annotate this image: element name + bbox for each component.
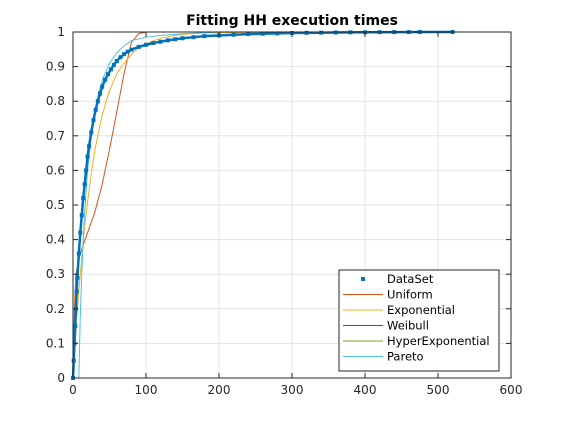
data-point	[144, 42, 148, 47]
data-point	[100, 84, 105, 89]
legend-label-exponential: Exponential	[387, 303, 455, 317]
legend-label-dataset: DataSet	[387, 272, 434, 286]
y-tick-label: 0	[57, 371, 65, 385]
legend-label-pareto: Pareto	[387, 350, 424, 364]
data-point	[231, 32, 236, 37]
data-point	[81, 196, 86, 201]
legend-marker-dataset	[361, 277, 365, 281]
data-point	[98, 91, 103, 96]
legend-label-weibull: Weibull	[387, 319, 429, 333]
data-point	[93, 107, 98, 112]
data-point	[114, 59, 119, 64]
legend-box	[338, 269, 500, 372]
data-point	[304, 30, 309, 35]
x-tick-label: 400	[354, 383, 377, 397]
y-tick-label: 1	[57, 25, 65, 39]
y-tick-label: 0.7	[46, 129, 65, 143]
data-point	[111, 62, 116, 67]
y-tick-label: 0.8	[46, 94, 65, 108]
data-point	[108, 67, 113, 72]
data-point	[158, 39, 163, 44]
data-point	[246, 32, 251, 37]
data-point	[122, 52, 127, 57]
data-point	[74, 289, 79, 294]
data-point	[75, 275, 80, 280]
legend-label-uniform: Uniform	[387, 288, 433, 302]
y-tick-label: 0.4	[46, 233, 65, 247]
x-tick-label: 100	[135, 383, 158, 397]
x-tick-label: 300	[281, 383, 304, 397]
x-tick-label: 600	[500, 383, 523, 397]
data-point	[71, 358, 76, 363]
data-point	[191, 35, 196, 40]
data-point	[73, 324, 78, 329]
data-point	[136, 44, 141, 49]
data-point	[275, 31, 280, 36]
data-point	[125, 49, 130, 54]
data-point	[79, 213, 84, 218]
chart-title: Fitting HH execution times	[186, 13, 398, 29]
data-point	[118, 55, 123, 60]
data-point	[333, 30, 338, 35]
y-tick-label: 0.9	[46, 60, 65, 74]
y-tick-label: 0.2	[46, 302, 65, 316]
data-point	[319, 30, 324, 35]
data-point	[129, 47, 134, 52]
ticks: 0 100 200 300 400 500 600 0 0.1 0.2 0.3 0.4 0.5 0.6 0.…	[46, 25, 523, 397]
data-point	[85, 154, 90, 159]
x-tick-label: 200	[208, 383, 231, 397]
data-point	[89, 130, 94, 135]
data-point	[202, 34, 207, 39]
data-point	[106, 72, 111, 77]
data-point	[260, 31, 265, 36]
data-point	[180, 36, 185, 41]
data-point	[78, 230, 83, 235]
x-tick-label: 0	[69, 383, 77, 397]
y-tick-label: 0.1	[46, 336, 65, 350]
legend-label-hyperexponential: HyperExponential	[387, 334, 490, 348]
data-point	[91, 118, 96, 123]
y-tick-label: 0.5	[46, 198, 65, 212]
data-point	[173, 37, 178, 42]
data-point	[165, 38, 170, 43]
y-tick-label: 0.3	[46, 267, 65, 281]
data-point	[82, 182, 87, 187]
data-point	[84, 168, 89, 173]
y-tick-label: 0.6	[46, 163, 65, 177]
data-point	[103, 77, 108, 82]
data-point	[151, 41, 156, 46]
data-point	[87, 144, 92, 149]
x-tick-label: 500	[427, 383, 450, 397]
data-point	[76, 251, 81, 256]
data-point	[95, 99, 100, 104]
